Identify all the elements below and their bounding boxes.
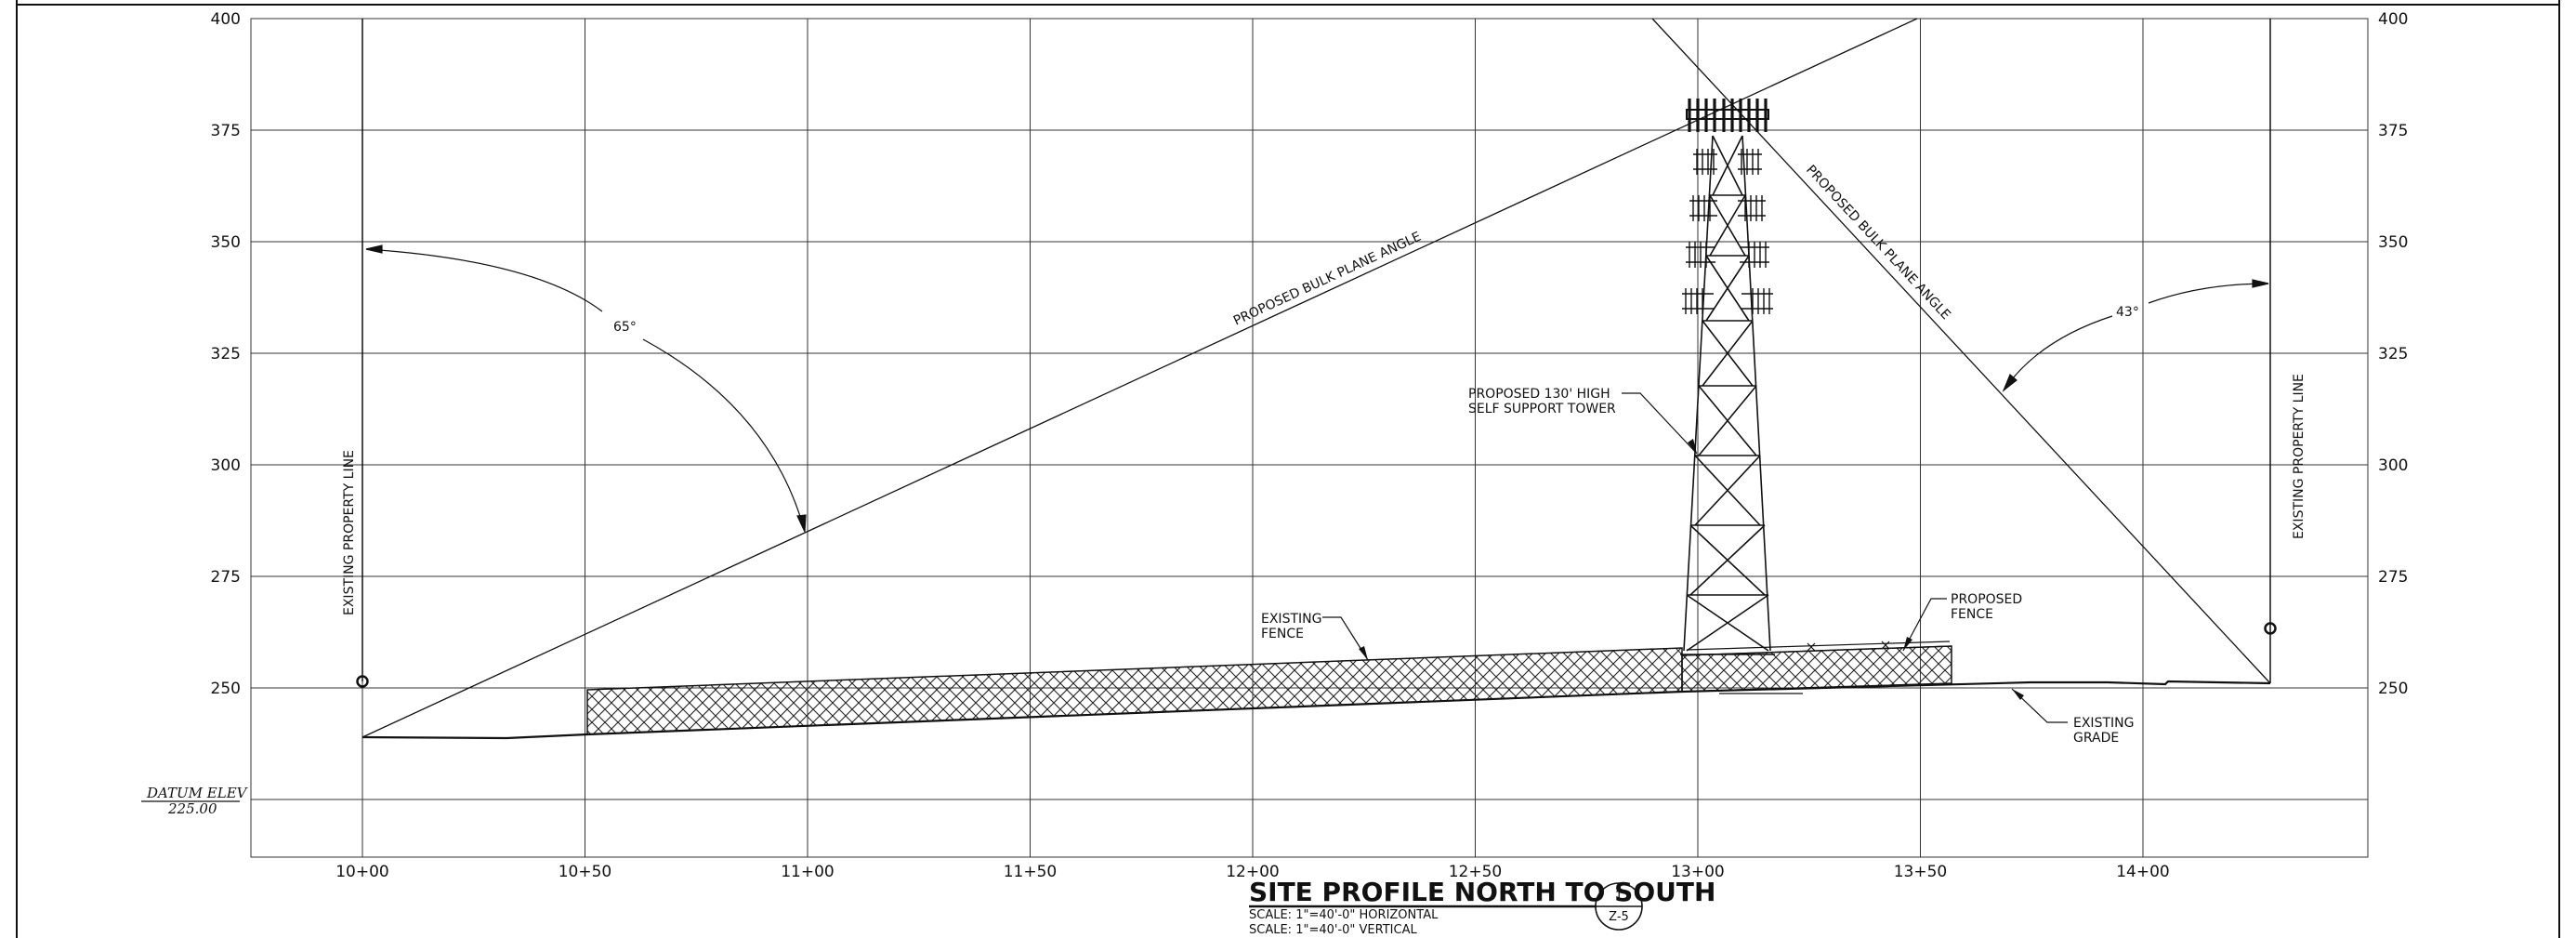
proposed-fence-callout: PROPOSED FENCE	[1902, 592, 2022, 652]
tick-label: 12+00	[1226, 863, 1280, 881]
existing-fence-label-line2: FENCE	[1261, 627, 1304, 641]
angle-right-label: 43°	[2116, 305, 2139, 320]
angle-left-label: 65°	[613, 320, 637, 335]
tick-label: 11+50	[1004, 863, 1058, 881]
existing-grade-label-line2: GRADE	[2073, 731, 2119, 746]
property-line-right-label: EXISTING PROPERTY LINE	[2292, 374, 2307, 539]
bulk-plane-left: PROPOSED BULK PLANE ANGLE	[361, 18, 1918, 738]
existing-grade-callout: EXISTING GRADE	[2011, 688, 2134, 746]
tick-label: 350	[2378, 233, 2408, 252]
existing-fence-label-line1: EXISTING	[1261, 612, 1321, 627]
tick-label: 14+00	[2116, 863, 2170, 881]
bulk-plane-right-label: PROPOSED BULK PLANE ANGLE	[1803, 163, 1953, 323]
tower-label-line2: SELF SUPPORT TOWER	[1468, 402, 1616, 416]
antenna-array	[1682, 99, 1773, 314]
station-axis: 10+00 10+50 11+00 11+50 12+00 12+50 13+00 13+50…	[335, 863, 2170, 881]
property-line-right: EXISTING PROPERTY LINE	[2264, 19, 2307, 683]
datum-label: DATUM ELEV	[146, 785, 249, 801]
detail-number: 1	[1615, 890, 1623, 904]
tick-label: 350	[211, 233, 241, 252]
self-support-tower	[1680, 135, 1775, 655]
datum-elevation: DATUM ELEV 225.00	[141, 785, 249, 817]
sheet-border	[16, 0, 2560, 938]
scale-horizontal: SCALE: 1"=40'-0" HORIZONTAL	[1249, 908, 1439, 922]
proposed-fence-label-line1: PROPOSED	[1951, 592, 2022, 607]
tick-label: 250	[211, 680, 241, 698]
tick-label: 300	[211, 456, 241, 475]
elevation-station-grid	[250, 18, 2369, 858]
existing-fence	[586, 647, 1683, 735]
property-line-left: EXISTING PROPERTY LINE	[342, 19, 369, 688]
drawing-title: SITE PROFILE NORTH TO SOUTH	[1249, 877, 1715, 907]
existing-fence-callout: EXISTING FENCE	[1261, 612, 1369, 661]
elevation-axis-left: 400 375 350 325 300 275 250	[211, 10, 241, 698]
tower-label-line1: PROPOSED 130' HIGH	[1468, 387, 1610, 402]
tick-label: 12+50	[1449, 863, 1503, 881]
datum-value: 225.00	[167, 800, 217, 817]
tick-label: 400	[211, 10, 241, 29]
property-line-left-label: EXISTING PROPERTY LINE	[342, 450, 357, 615]
bulk-plane-left-label: PROPOSED BULK PLANE ANGLE	[1231, 230, 1424, 329]
tick-label: 13+00	[1671, 863, 1725, 881]
tick-label: 11+00	[781, 863, 835, 881]
tick-label: 325	[2378, 345, 2408, 363]
scale-vertical: SCALE: 1"=40'-0" VERTICAL	[1249, 923, 1417, 937]
tower-callout: PROPOSED 130' HIGH SELF SUPPORT TOWER	[1468, 387, 1698, 455]
tick-label: 275	[2378, 568, 2408, 587]
title-block: SITE PROFILE NORTH TO SOUTH SCALE: 1"=40…	[1249, 877, 1715, 937]
tick-label: 13+50	[1894, 863, 1948, 881]
tick-label: 325	[211, 345, 241, 363]
tick-label: 375	[2378, 122, 2408, 140]
elevation-axis-right: 400 375 350 325 300 275 250	[2378, 10, 2408, 698]
angle-arc-left	[365, 244, 807, 533]
tick-label: 400	[2378, 10, 2408, 29]
tick-label: 10+00	[335, 863, 389, 881]
tick-label: 300	[2378, 456, 2408, 475]
tick-label: 250	[2378, 680, 2408, 698]
angle-arc-right	[2002, 279, 2269, 392]
tick-label: 375	[211, 122, 241, 140]
existing-grade-line	[361, 680, 2271, 740]
existing-grade-label-line1: EXISTING	[2073, 716, 2134, 731]
tick-label: 10+50	[559, 863, 612, 881]
proposed-fence	[1681, 645, 1952, 693]
tick-label: 275	[211, 568, 241, 587]
proposed-fence-label-line2: FENCE	[1951, 607, 1993, 622]
sheet-number: Z-5	[1609, 910, 1629, 924]
